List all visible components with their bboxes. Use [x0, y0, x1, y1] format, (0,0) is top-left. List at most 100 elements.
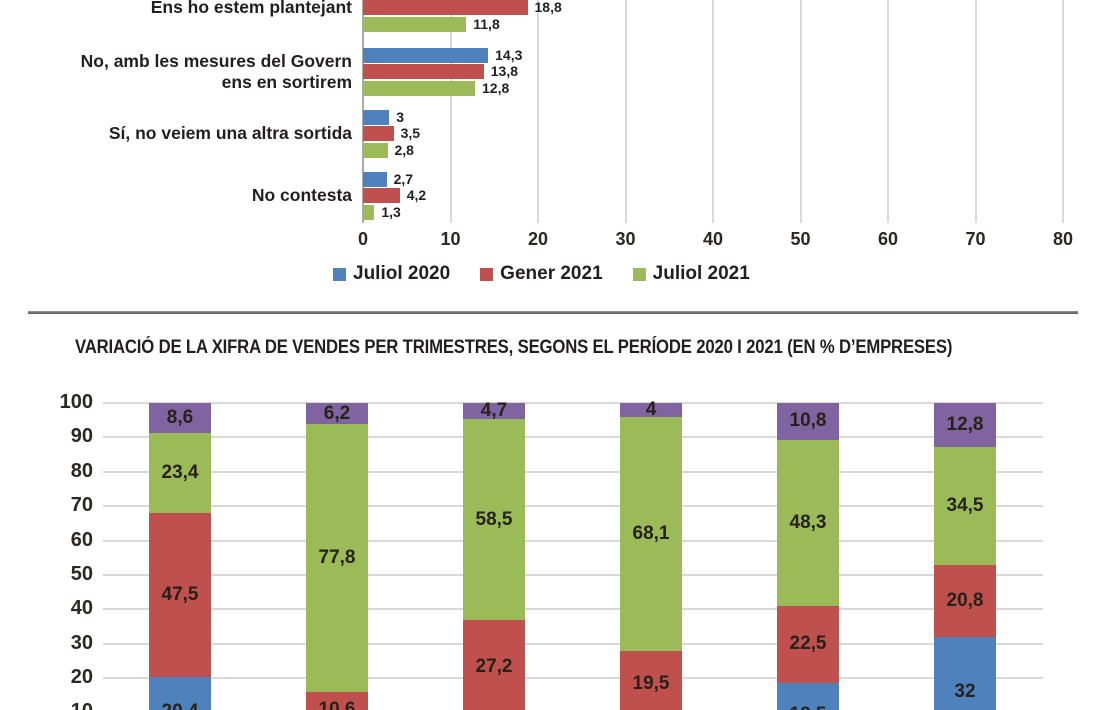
bar-segment: [777, 605, 839, 684]
x-tick-label: 80: [1052, 229, 1074, 249]
gridline: [449, 0, 452, 223]
segment-value-label: 48,3: [789, 511, 827, 533]
bar-segment: [620, 403, 682, 417]
bar-segment: [363, 16, 467, 32]
bar-segment: [777, 683, 839, 710]
gridline: [103, 505, 1043, 508]
legend-item: Juliol 2021: [632, 263, 750, 285]
legend-label: Juliol 2020: [353, 263, 451, 284]
bar-segment: [934, 565, 996, 637]
bar-segment: [363, 126, 394, 141]
x-tick-label: 70: [965, 229, 986, 249]
legend-label: Juliol 2021: [652, 263, 750, 284]
segment-value-label: 58,5: [475, 508, 513, 530]
gridline: [712, 0, 714, 223]
y-tick-label: 30: [70, 631, 93, 654]
bar-segment: [463, 419, 525, 621]
segment-value-label: 12,8: [946, 413, 984, 435]
survey-grouped-bar-chart: 18,8 11,8 Ens ho estem plantejant 14,3 13,8 1…: [0, 0, 1100, 300]
bar-segment: [620, 650, 682, 710]
value-label: 13,8: [490, 63, 518, 79]
segment-value-label: 10,8: [789, 410, 827, 432]
gridline: [624, 0, 627, 223]
legend-swatch-icon: [632, 267, 646, 281]
x-tick-label: 10: [440, 229, 461, 249]
legend: Juliol 2020 Gener 2021 Juliol 2021: [333, 263, 750, 285]
legend-label: Gener 2021: [500, 263, 603, 284]
gridline: [1062, 0, 1064, 223]
gridline: [974, 0, 977, 223]
bar-segment: [463, 620, 525, 710]
bar-segment: [620, 416, 682, 651]
legend-item: Juliol 2020: [333, 263, 450, 285]
value-label: 3,5: [400, 125, 421, 141]
category-label: Sí, no veiem una altra sortida: [0, 123, 352, 144]
segment-value-label: 19,5: [632, 673, 670, 695]
bar-segment: [777, 402, 839, 440]
bar-segment: [363, 109, 390, 125]
bar-segment: [934, 446, 996, 566]
section-divider: [28, 311, 1078, 314]
gridline: [103, 608, 1043, 611]
bar-segment: [149, 432, 211, 514]
gridline: [887, 0, 889, 223]
segment-value-label: 20,8: [946, 590, 984, 611]
gridline: [103, 402, 1043, 404]
y-tick-label: 100: [59, 391, 93, 413]
segment-value-label: 27,2: [475, 656, 513, 677]
segment-value-label: 4: [645, 398, 657, 420]
segment-value-label: 10,6: [318, 698, 356, 710]
bar-segment: [306, 424, 368, 692]
value-label: 11,8: [473, 15, 500, 32]
bar-segment: [463, 403, 525, 420]
gridline: [103, 470, 1043, 473]
bar-segment: [363, 47, 489, 63]
value-label: 2,7: [393, 170, 414, 187]
bar-segment: [149, 676, 211, 710]
value-label: 4,2: [406, 187, 427, 203]
category-label: Ens ho estem plantejant: [0, 0, 352, 18]
gridline: [537, 0, 539, 223]
value-label: 2,8: [394, 141, 414, 158]
y-tick-label: 50: [70, 562, 93, 585]
x-tick-label: 50: [790, 229, 811, 249]
segment-value-label: 4,7: [480, 400, 508, 422]
category-label: No contesta: [0, 185, 352, 206]
segment-value-label: 68,1: [632, 522, 670, 544]
segment-value-label: 34,5: [946, 494, 984, 516]
bar-segment: [363, 0, 528, 15]
legend-item: Gener 2021: [480, 263, 603, 285]
bar-segment: [363, 64, 484, 79]
bar-segment: [363, 204, 375, 220]
y-tick-label: 40: [70, 597, 93, 620]
category-label-line: Ens ho estem plantejant: [150, 0, 352, 17]
x-tick-label: 30: [615, 229, 636, 249]
y-tick-label: 20: [70, 666, 93, 688]
y-tick-label: 10: [33, 700, 93, 710]
value-label: 3: [396, 108, 405, 125]
bar-segment: [306, 403, 368, 425]
segment-value-label: 22,5: [789, 633, 827, 655]
value-label: 14,3: [495, 46, 523, 63]
gridline: [103, 677, 1043, 679]
bar-segment: [363, 142, 388, 158]
segment-value-label: 6,2: [323, 402, 351, 424]
gridline: [103, 573, 1043, 576]
category-label: No, amb les mesures del Govern ens en sor…: [0, 51, 352, 93]
segment-value-label: 47,5: [161, 583, 199, 605]
segment-value-label: 20,4: [137, 701, 223, 710]
chart-title: VARIACIÓ DE LA XIFRA DE VENDES PER TRIME…: [75, 337, 953, 358]
bar-segment: [777, 439, 839, 606]
category-label-line: No, amb les mesures del Govern: [80, 50, 352, 71]
segment-value-label: 8,6: [166, 407, 194, 429]
gridline: [799, 0, 802, 223]
category-label-line: Sí, no veiem una altra sortida: [108, 123, 352, 143]
category-label-line: No contesta: [251, 185, 352, 205]
value-label: 18,8: [534, 0, 562, 15]
x-tick-label: 60: [877, 229, 899, 249]
category-label-line: ens en sortirem: [221, 71, 352, 92]
value-label: 1,3: [381, 203, 401, 220]
segment-value-label: 77,8: [318, 547, 356, 569]
